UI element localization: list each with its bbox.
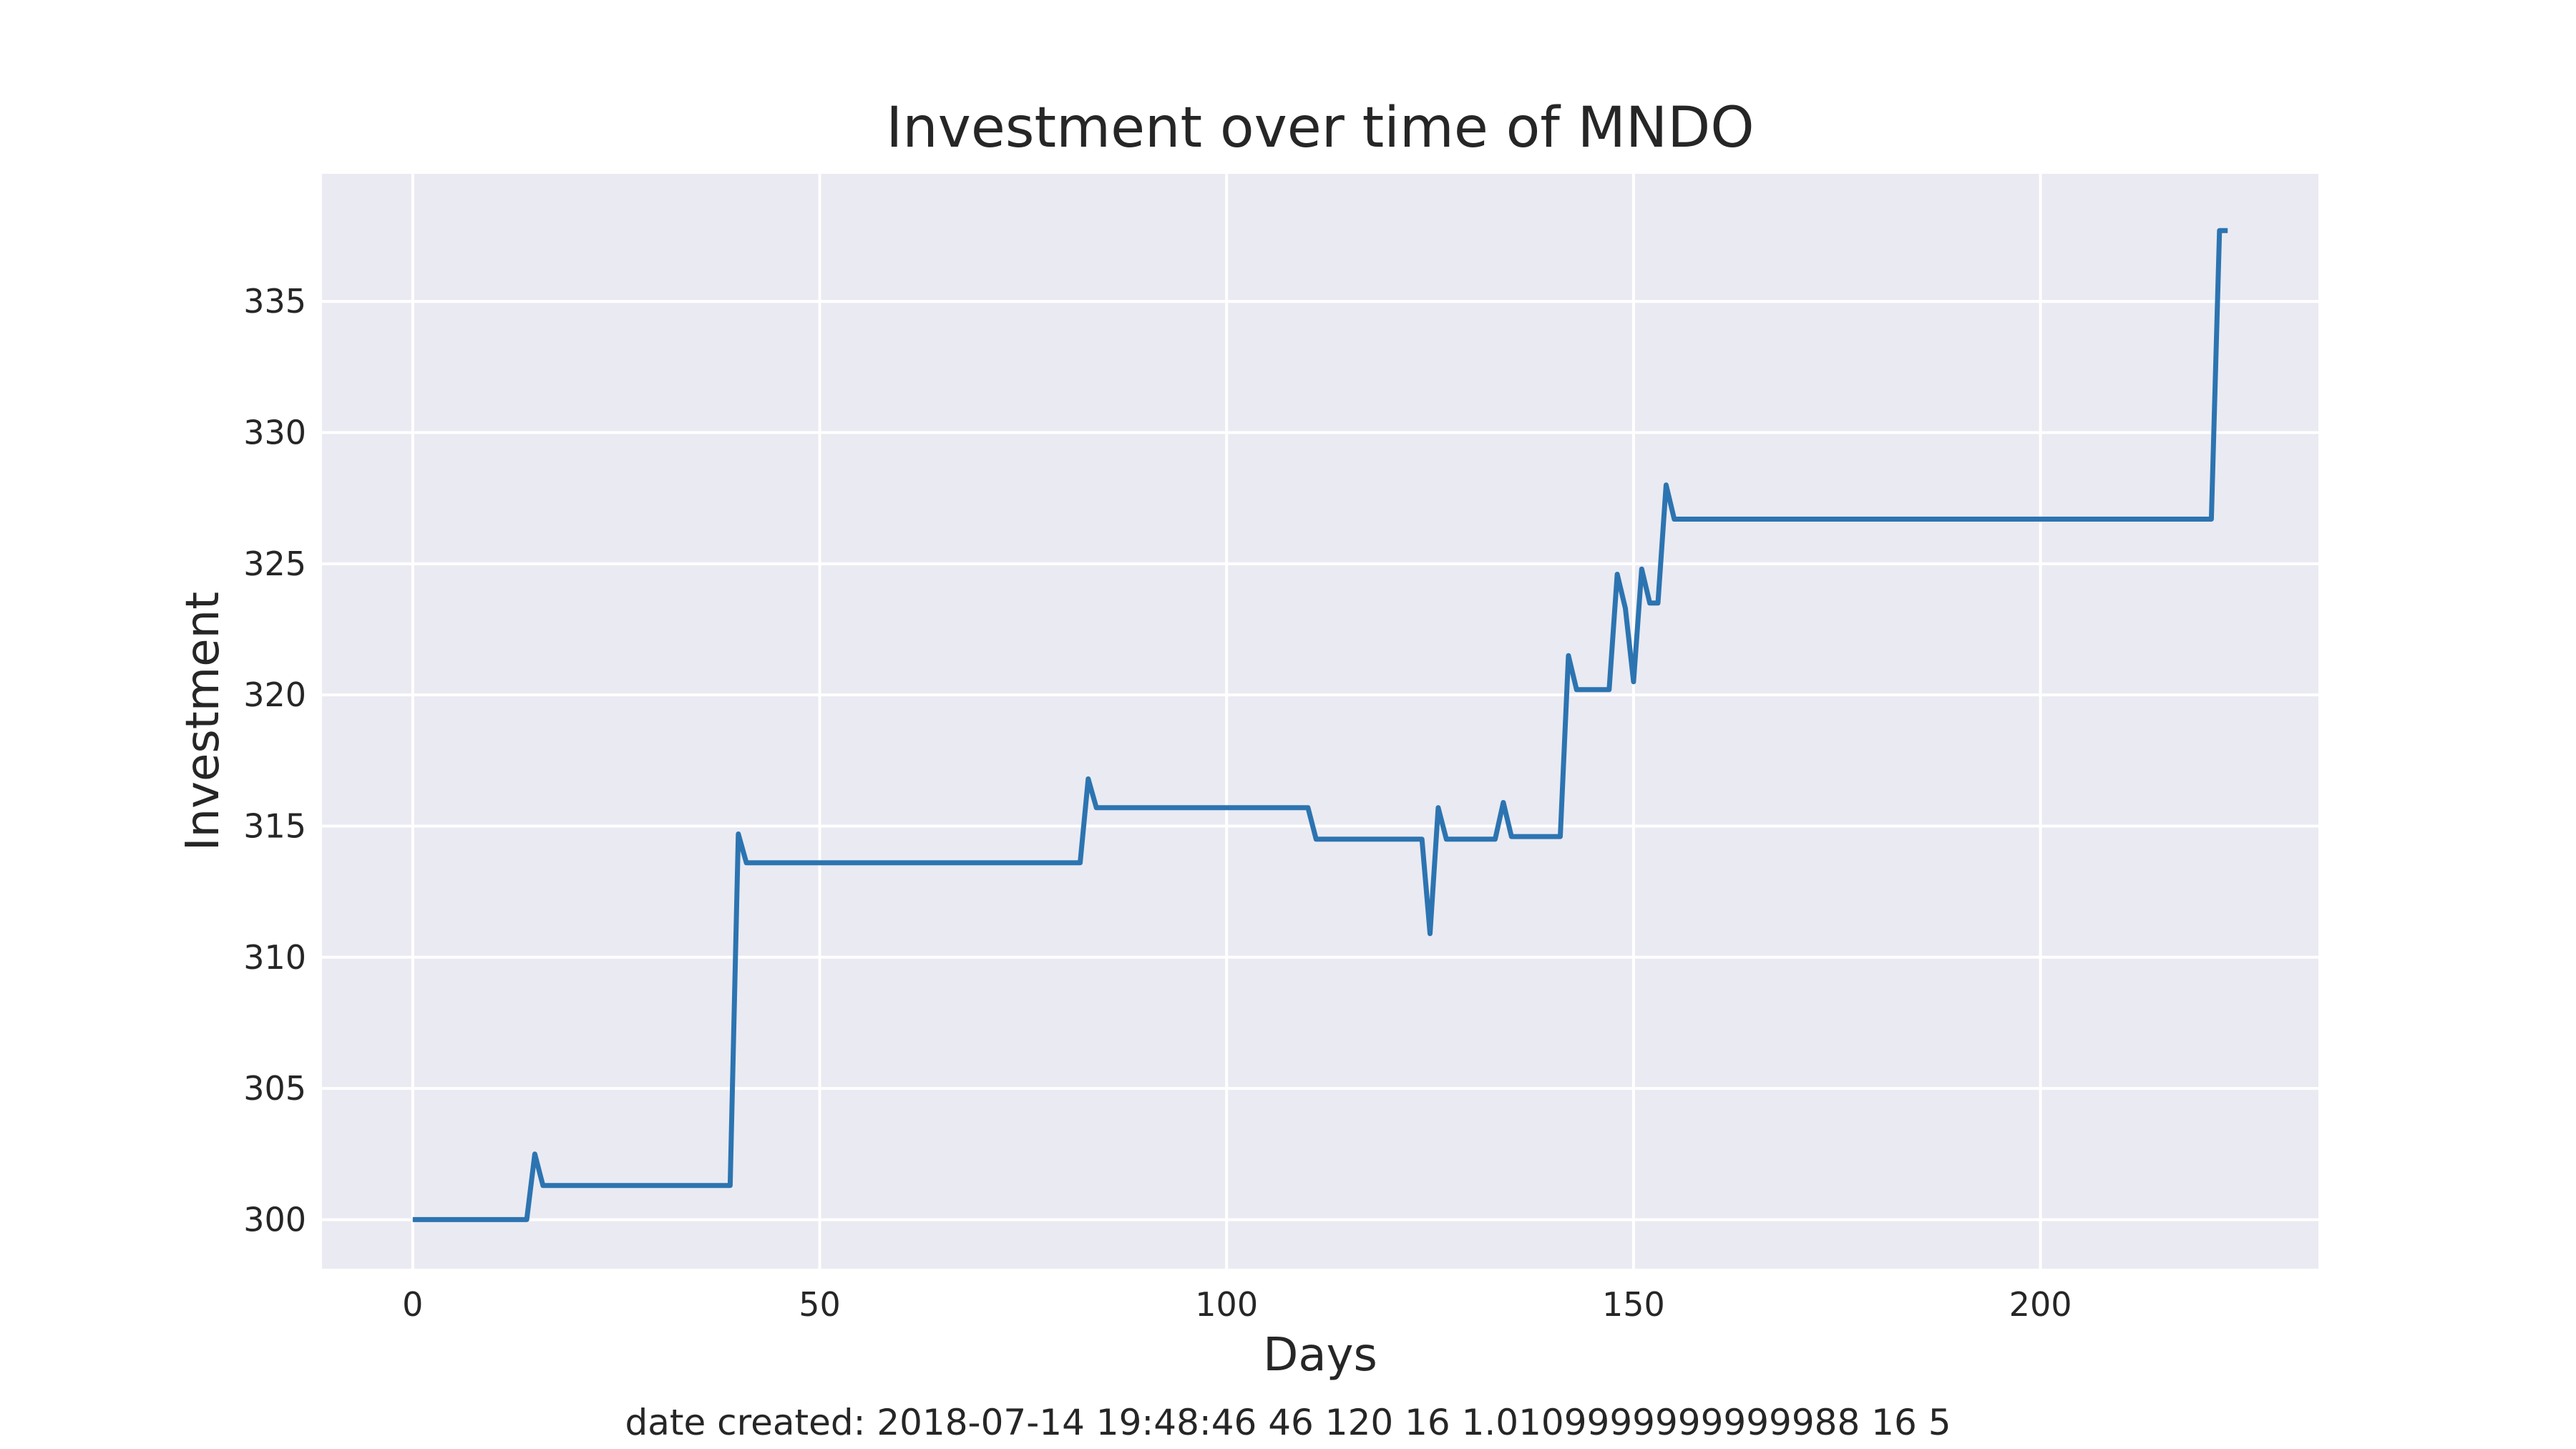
y-tick-label: 300 — [243, 1200, 306, 1239]
x-tick-labels: 0 50 100 150 200 — [402, 1285, 2072, 1324]
investment-series-line — [412, 228, 2228, 1222]
x-tick-label: 0 — [402, 1285, 423, 1324]
plot-area — [322, 174, 2318, 1269]
y-tick-label: 330 — [243, 414, 306, 452]
chart-title: Investment over time of MNDO — [886, 96, 1754, 160]
x-tick-label: 200 — [2009, 1285, 2072, 1324]
y-axis-label: Investment — [177, 592, 230, 852]
y-tick-labels: 300 305 310 315 320 325 330 335 — [243, 282, 306, 1239]
y-tick-label: 325 — [243, 545, 306, 583]
y-tick-label: 315 — [243, 806, 306, 845]
x-tick-label: 100 — [1195, 1285, 1258, 1324]
series-group — [412, 228, 2228, 1222]
x-axis-label: Days — [1263, 1329, 1377, 1382]
x-tick-label: 150 — [1602, 1285, 1665, 1324]
x-tick-label: 50 — [799, 1285, 841, 1324]
grid-lines — [322, 174, 2318, 1269]
y-tick-label: 335 — [243, 282, 306, 321]
y-tick-label: 320 — [243, 675, 306, 714]
footer-date-text: date created: 2018-07-14 19:48:46 46 120… — [625, 1402, 1951, 1443]
y-tick-label: 305 — [243, 1069, 306, 1108]
y-tick-label: 310 — [243, 938, 306, 977]
